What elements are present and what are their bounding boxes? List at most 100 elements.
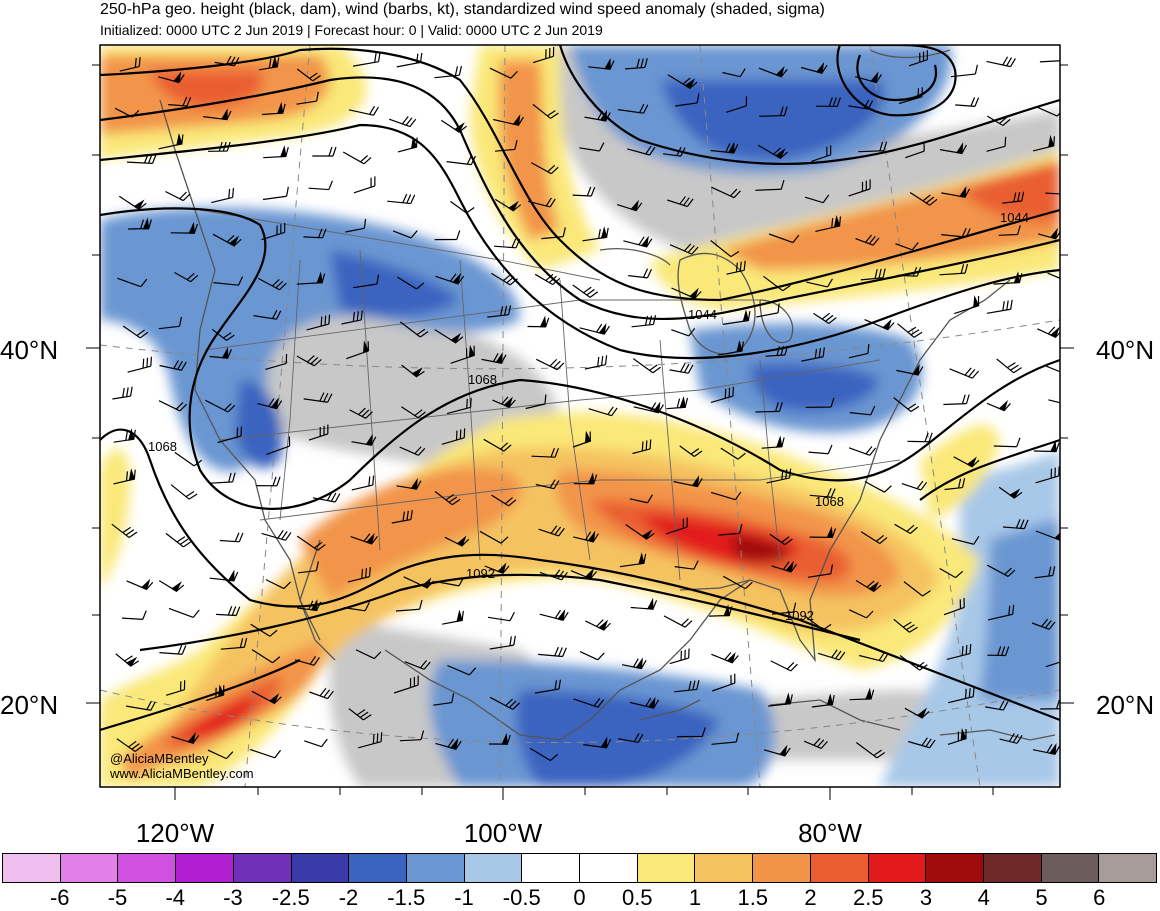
wind-barb xyxy=(207,141,231,152)
wind-barb xyxy=(351,475,375,491)
wind-barb xyxy=(265,579,292,590)
wind-barb xyxy=(998,486,1023,499)
wind-barb xyxy=(848,446,877,456)
wind-barb xyxy=(771,560,798,573)
wind-barb xyxy=(1036,106,1060,117)
wind-barb xyxy=(531,447,559,458)
wind-barb xyxy=(1035,466,1060,484)
wind-barb xyxy=(756,303,780,318)
wind-barb xyxy=(667,74,698,90)
wind-barb xyxy=(168,607,200,618)
wind-barb xyxy=(491,494,517,507)
wind-barb xyxy=(166,680,186,696)
wind-barb xyxy=(663,615,693,628)
wind-barb xyxy=(312,146,337,157)
wind-barb xyxy=(583,736,612,749)
wind-barb xyxy=(261,529,292,541)
wind-barb xyxy=(849,405,876,416)
wind-barb xyxy=(433,693,455,706)
wind-barb xyxy=(673,475,703,488)
colorbar-swatch xyxy=(464,854,523,882)
wind-barb xyxy=(1038,227,1060,240)
wind-barb xyxy=(804,615,832,631)
wind-barb xyxy=(209,569,239,582)
lon-label: 100°W xyxy=(463,818,543,848)
wind-barb xyxy=(864,480,892,493)
contour-label: 1068 xyxy=(815,494,844,509)
wind-barb xyxy=(203,108,232,121)
wind-barbs xyxy=(111,46,1060,762)
wind-barb xyxy=(538,525,565,537)
wind-barb xyxy=(771,602,797,615)
wind-barb xyxy=(946,644,972,660)
wind-barb xyxy=(1034,566,1056,579)
wind-barb xyxy=(159,360,187,371)
wind-barb xyxy=(262,186,289,201)
colorbar-label: 4 xyxy=(977,885,990,910)
wind-barb xyxy=(763,744,791,757)
wind-barb xyxy=(115,653,140,667)
wind-barb xyxy=(908,50,928,67)
colorbar-label: 2.5 xyxy=(852,885,884,910)
wind-barb xyxy=(434,329,464,344)
wind-barb xyxy=(435,577,465,587)
wind-barb xyxy=(722,68,746,78)
wind-barb xyxy=(399,730,425,742)
colorbar-swatch xyxy=(753,854,811,882)
wind-barb xyxy=(1031,618,1056,630)
wind-barb xyxy=(259,55,280,71)
wind-barb xyxy=(585,619,611,631)
wind-barb xyxy=(539,569,568,581)
lat-label-left: 40°N xyxy=(0,335,59,365)
wind-barb xyxy=(679,445,703,457)
wind-barb xyxy=(355,649,382,660)
wind-barb xyxy=(434,491,461,506)
wind-barb xyxy=(525,394,547,410)
wind-barb xyxy=(987,564,1016,577)
colorbar-label: 2 xyxy=(804,885,817,910)
wind-barb xyxy=(251,649,281,664)
wind-barb xyxy=(352,52,381,67)
wind-barb xyxy=(158,132,184,150)
wind-barb xyxy=(808,444,833,455)
wind-barb xyxy=(358,732,383,749)
wind-barb xyxy=(669,648,690,665)
wind-barb xyxy=(955,97,980,107)
wind-barb xyxy=(121,610,147,620)
contour-label: 1068 xyxy=(468,372,497,387)
colorbar-label: 6 xyxy=(1093,885,1106,910)
wind-barb xyxy=(674,680,700,693)
colorbar-swatch xyxy=(580,854,638,882)
wind-barb xyxy=(491,272,518,286)
wind-barb xyxy=(158,316,182,330)
wind-barb xyxy=(401,364,425,378)
wind-barb xyxy=(1045,182,1060,195)
wind-barb xyxy=(904,707,930,719)
wind-barb xyxy=(949,367,980,379)
wind-barb xyxy=(257,397,283,410)
colorbar-swatch xyxy=(60,854,119,882)
wind-barb xyxy=(306,314,331,331)
wind-barb xyxy=(536,358,565,371)
wind-barb xyxy=(711,651,739,664)
wind-barb xyxy=(1043,364,1060,375)
wind-barb xyxy=(627,145,656,156)
wind-barb xyxy=(803,737,828,750)
wind-barb xyxy=(487,305,512,318)
wind-barb xyxy=(809,487,836,498)
wind-barb xyxy=(255,476,281,487)
wind-barb xyxy=(986,56,1016,68)
wind-barb xyxy=(943,394,970,406)
colorbar-label: -6 xyxy=(49,885,70,910)
wind-barb xyxy=(113,468,136,485)
wind-barb xyxy=(484,562,510,575)
wind-barb xyxy=(572,284,599,298)
wind-barb xyxy=(947,728,967,745)
wind-barb xyxy=(951,535,980,545)
wind-barb xyxy=(251,690,282,705)
wind-barb xyxy=(534,679,562,694)
wind-barb xyxy=(759,106,788,117)
wind-barb xyxy=(632,439,652,455)
wind-barb xyxy=(353,274,380,289)
